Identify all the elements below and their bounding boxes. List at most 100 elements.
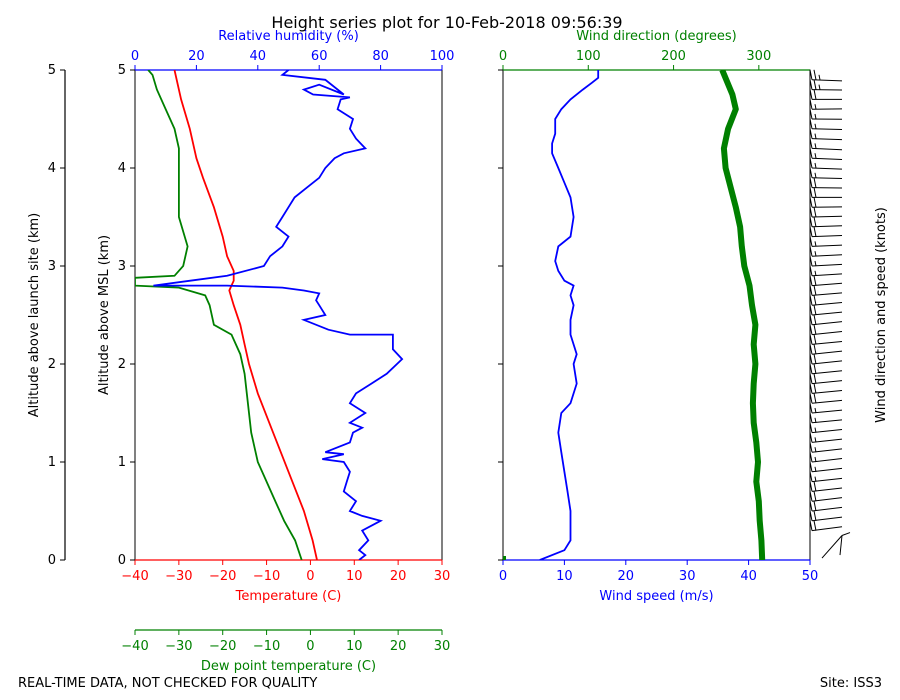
wind-barb-half-flag — [814, 113, 817, 120]
temperature-tick-label: 30 — [434, 569, 451, 584]
thermo-plot-frame — [134, 69, 443, 561]
wind-barb-half-flag — [814, 104, 817, 110]
wind-barb-flag — [809, 206, 813, 218]
wind-barb-shaft — [839, 535, 843, 556]
dewpoint-tick-label: −10 — [253, 639, 280, 654]
wind-barb-flag — [813, 226, 817, 237]
wind-barb-flag — [809, 265, 813, 276]
wind-barb-shaft — [811, 311, 843, 316]
wind-barb-shaft — [811, 340, 843, 345]
wind-barb-shaft — [811, 273, 843, 277]
dewpoint-axis-label: Dew point temperature (C) — [201, 659, 376, 674]
dewpoint-tick-label: 20 — [390, 639, 407, 654]
wind-barb-flag — [809, 422, 813, 433]
wind-speed-line — [539, 70, 600, 560]
launch-altitude-tick-label: 1 — [48, 455, 56, 470]
wind-barb-shaft — [811, 79, 843, 82]
temperature-axis-label: Temperature (C) — [235, 589, 342, 604]
wind-barb-shaft — [811, 380, 843, 385]
wind-barb-flag — [813, 89, 817, 100]
dewpoint-tick-label: 30 — [434, 639, 451, 654]
wind-barb-half-flag — [814, 251, 817, 257]
wind-barb-flag — [809, 520, 813, 531]
temperature-tick-label: 0 — [306, 569, 314, 584]
msl-altitude-tick-label: 5 — [118, 63, 126, 78]
wind-barb-half-flag — [814, 456, 817, 463]
wind-barb-flag — [809, 236, 813, 247]
wind-barb-flag — [813, 510, 817, 521]
wind-barb-flag — [809, 285, 813, 296]
wind-barb-flag — [809, 138, 813, 149]
wind-barb-half-flag — [814, 241, 817, 247]
wind-barb-shaft — [811, 526, 843, 532]
wind-barb-shaft — [821, 535, 843, 559]
wind-plot-frame — [502, 69, 811, 561]
launch-altitude-axis-label: Altitude above launch site (km) — [27, 213, 42, 417]
wind-speed-tick-label: 30 — [679, 569, 696, 584]
wind-barb-flag — [809, 314, 813, 325]
wind-barb-shaft — [811, 506, 843, 512]
temperature-tick-label: −30 — [165, 569, 192, 584]
wind-barb-flag — [809, 393, 813, 404]
wind-barb-flag — [809, 79, 813, 90]
wind-barb-flag — [813, 197, 817, 208]
wind-barb-shaft — [811, 157, 843, 160]
wind-barb-flag — [809, 295, 813, 306]
wind-barb-flag — [813, 69, 817, 80]
wind-barb-flag — [813, 206, 817, 218]
wind-speed-tick-label: 10 — [556, 569, 573, 584]
wind-barb-flag — [809, 275, 813, 286]
dewpoint-tick-label: 10 — [346, 639, 363, 654]
wind-barb-flag — [813, 275, 817, 286]
wind-barb-shaft — [811, 399, 843, 404]
wind-speed-tick-label: 50 — [802, 569, 819, 584]
wind-barb-flag — [809, 412, 813, 423]
rh-tick-label: 100 — [430, 49, 455, 64]
wind-barb-shaft — [811, 409, 843, 414]
rh-tick-label: 60 — [311, 49, 328, 64]
temperature-line — [173, 70, 318, 560]
wind-barb-half-flag — [814, 476, 817, 482]
wind-barb-flag — [809, 167, 813, 178]
dewpoint-tick-label: −30 — [165, 639, 192, 654]
wind-barb-half-flag — [818, 74, 821, 80]
wind-barb-flag — [809, 373, 813, 384]
wind-barb-shaft — [811, 254, 843, 257]
wind-direction-tick-label: 300 — [746, 49, 771, 64]
wind-barb-flag — [809, 324, 813, 335]
wind-panel: 0 10 20 30 40 50 Wind speed (m/s) 0 100 200 300 Win… — [498, 29, 889, 604]
wind-barb-shaft — [811, 128, 843, 131]
wind-speed-tick-label: 20 — [618, 569, 635, 584]
wind-barb-shaft — [811, 390, 843, 394]
wind-barb-half-flag — [814, 417, 817, 423]
temperature-tick-label: −20 — [209, 569, 236, 584]
msl-altitude-tick-label: 3 — [118, 259, 126, 274]
wind-barb-flag — [813, 383, 817, 394]
wind-barb-flag — [809, 89, 813, 100]
wind-speed-tick-label: 0 — [499, 569, 507, 584]
wind-barb-flag — [809, 353, 813, 365]
chart-title: Height series plot for 10-Feb-2018 09:56… — [271, 13, 622, 32]
wind-barb-shaft — [811, 147, 843, 151]
wind-barb-shaft — [811, 419, 843, 424]
wind-barb-flag — [813, 500, 817, 512]
wind-barb-shaft — [811, 448, 843, 453]
wind-barb-flag — [813, 79, 817, 90]
wind-barb-flag — [809, 255, 813, 267]
wind-barb-flag — [809, 197, 813, 208]
wind-barb-flag — [809, 99, 813, 110]
wind-barb-shaft — [811, 302, 843, 306]
wind-barb-half-flag — [818, 84, 821, 90]
wind-barb-flag — [813, 216, 817, 227]
wind-barb-half-flag — [814, 123, 817, 129]
wind-barb-flag — [809, 383, 813, 394]
wind-barb-flag — [809, 148, 813, 159]
wind-barb-flag — [809, 432, 813, 443]
wind-barb-flag — [809, 442, 813, 453]
rh-axis-label: Relative humidity (%) — [218, 29, 359, 44]
wind-barb-shaft — [811, 331, 843, 336]
wind-barb-flag — [813, 363, 817, 374]
wind-barb-flag — [809, 471, 813, 482]
